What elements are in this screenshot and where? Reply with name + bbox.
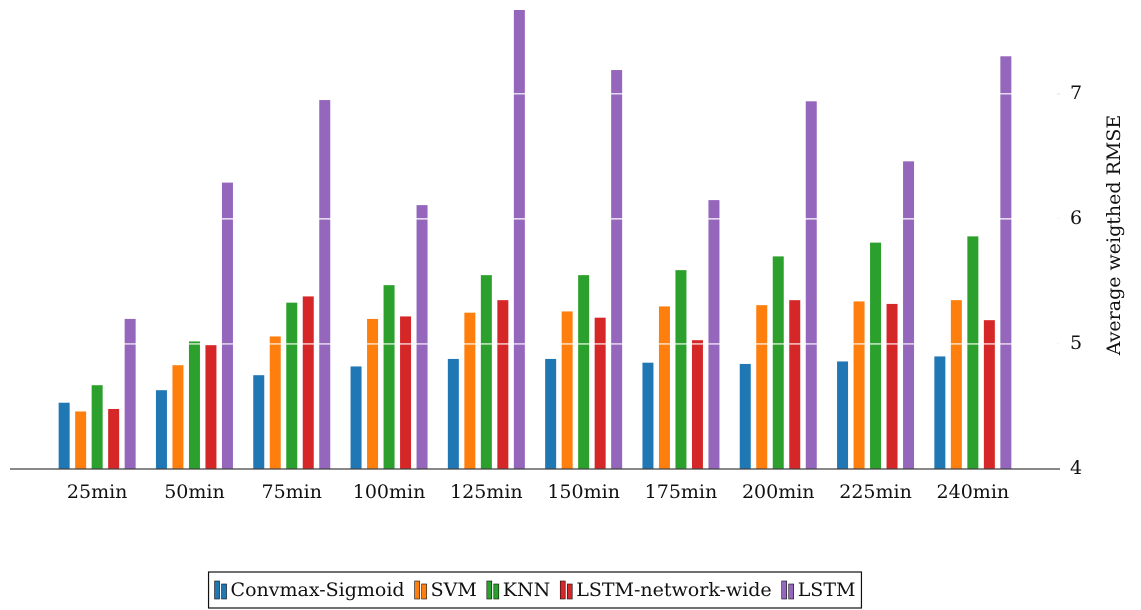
bar: [611, 70, 623, 470]
y-tick-label: 6: [1070, 207, 1082, 229]
legend-label: LSTM-network-wide: [576, 579, 771, 601]
bar: [870, 242, 882, 469]
x-tick-label: 125min: [450, 481, 523, 503]
bar: [253, 375, 265, 469]
legend-label: SVM: [431, 579, 477, 601]
bar: [205, 345, 217, 469]
x-tick-label: 200min: [742, 481, 815, 503]
bar: [188, 341, 200, 469]
legend-swatch: [414, 580, 420, 600]
legend-swatch: [781, 580, 787, 600]
legend-swatch: [559, 580, 566, 600]
x-tick-label: 150min: [547, 481, 620, 503]
y-tick-label: 4: [1070, 457, 1082, 479]
bar: [903, 161, 915, 469]
bar: [383, 285, 395, 469]
x-tick-label: 240min: [937, 481, 1010, 503]
bar: [367, 318, 379, 469]
bar: [302, 296, 314, 469]
x-tick-label: 175min: [645, 481, 718, 503]
bar: [269, 336, 281, 469]
x-tick-label: 75min: [261, 481, 322, 503]
bar: [447, 358, 459, 469]
bar: [464, 312, 476, 469]
bar: [642, 362, 654, 469]
y-axis-label: Average weigthed RMSE: [1103, 115, 1125, 357]
bar: [221, 182, 233, 469]
x-tick-label: 100min: [353, 481, 426, 503]
bar: [155, 390, 167, 469]
bar: [75, 411, 87, 469]
bar: [853, 301, 865, 469]
bar: [789, 300, 801, 469]
y-tick-label: 7: [1070, 82, 1082, 104]
legend-label: LSTM: [798, 579, 856, 601]
legend-swatch: [486, 580, 493, 600]
legend-swatch: [221, 583, 227, 600]
x-tick-label: 225min: [839, 481, 912, 503]
y-tick-label: 5: [1070, 332, 1082, 354]
bar: [739, 363, 751, 469]
bar: [416, 205, 428, 470]
bar: [837, 361, 849, 469]
bar: [934, 356, 946, 469]
bar: [58, 402, 70, 469]
bar: [708, 200, 720, 469]
bar: [400, 316, 412, 469]
bar: [319, 100, 331, 469]
bar: [967, 236, 979, 469]
bar: [513, 10, 525, 469]
bar: [108, 408, 120, 469]
legend-label: KNN: [503, 579, 550, 601]
bar: [594, 317, 606, 469]
bar: [983, 320, 995, 469]
bar: [691, 340, 703, 469]
bar: [578, 275, 590, 469]
bar: [950, 300, 962, 469]
bar: [480, 275, 492, 469]
legend-label: Convmax-Sigmoid: [231, 579, 405, 601]
bar: [675, 270, 687, 469]
bar: [772, 256, 784, 469]
legend-box: [207, 571, 863, 609]
bar: [805, 101, 817, 469]
bar: [350, 366, 362, 469]
bar: [286, 302, 298, 469]
legend-swatch: [566, 583, 573, 600]
x-tick-label: 50min: [164, 481, 225, 503]
legend-swatch: [421, 583, 427, 600]
bar: [658, 306, 670, 469]
x-tick-label: 25min: [67, 481, 128, 503]
legend-swatch: [493, 583, 500, 600]
bar: [561, 311, 573, 469]
bar: [172, 365, 184, 469]
bar: [91, 385, 103, 469]
legend-swatch: [214, 580, 220, 600]
bar: [886, 303, 898, 469]
bar: [497, 300, 509, 469]
bar: [1000, 56, 1012, 469]
bar: [756, 305, 768, 469]
bar: [124, 318, 136, 469]
legend-swatch: [788, 583, 794, 600]
bar: [545, 358, 557, 469]
legend: Convmax-Sigmoid SVM KNN LSTM-network-wide LS…: [207, 571, 863, 609]
